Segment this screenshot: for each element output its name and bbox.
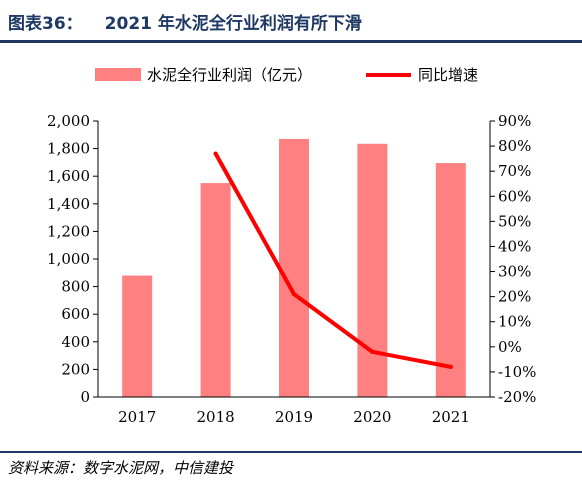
y-right-tick-label: -10% [498,363,536,381]
line-point-2018 [213,151,218,156]
line-series-yoy [213,151,453,369]
x-tick-label: 2018 [197,408,235,426]
y-left-tick-label: 0 [80,388,90,406]
line-point-2019 [292,292,296,297]
legend-label-bar: 水泥全行业利润（亿元） [147,66,312,84]
footer-rule [0,451,582,453]
bar-2017 [122,275,153,397]
y-right-tick-label: 50% [498,212,531,230]
y-left-tick-label: 1,200 [47,222,90,240]
y-left-tick-label: 400 [61,333,90,351]
figure-header: 图表36： 2021 年水泥全行业利润有所下滑 [8,6,362,36]
chart-canvas: 水泥全行业利润（亿元） 同比增速 0 200 400 600 800 1,000 1,200 1,… [47,66,536,426]
y-right-tick-label: 90% [498,112,531,130]
bar-2020 [357,143,388,397]
y-right-tick-label: 80% [498,137,531,155]
y-right-tick-label: 10% [498,313,531,331]
y-left-tick-label: 1,800 [47,140,90,158]
x-tick-label: 2017 [118,408,156,426]
y-right-tick-label: 20% [498,288,531,306]
x-tick-label: 2020 [353,408,391,426]
legend-swatch-bar [95,68,141,81]
y-left-tick-label: 600 [61,305,90,323]
figure-label: 图表36： [8,13,83,34]
y-left-tick-label: 800 [61,278,90,296]
bar-2018 [200,183,231,397]
y-right-tick-label: 40% [498,237,531,255]
line-point-2020 [370,349,375,354]
figure-title: 2021 年水泥全行业利润有所下滑 [104,13,362,34]
y-right-tick-label: 30% [498,263,531,281]
y-left-tick-label: 200 [61,360,90,378]
y-right-tick-label: 60% [498,187,531,205]
y-right-tick-label: 0% [498,338,522,356]
bar-2021 [435,163,466,397]
line-point-2021 [448,364,453,369]
bar-2019 [279,138,309,397]
y-left-tick-label: 1,600 [47,167,90,185]
y-left-tick-label: 2,000 [47,112,90,130]
source-note: 资料来源：数字水泥网，中信建投 [8,459,234,477]
y-left-tick-label: 1,400 [47,195,90,213]
y-right-tick-label: -20% [498,388,536,406]
y-left-tick-label: 1,000 [47,250,90,268]
y-right-tick-label: 70% [498,162,531,180]
legend-label-line: 同比增速 [418,66,478,84]
x-tick-label: 2019 [275,408,313,426]
x-tick-label: 2021 [432,408,470,426]
title-rule [0,40,582,43]
